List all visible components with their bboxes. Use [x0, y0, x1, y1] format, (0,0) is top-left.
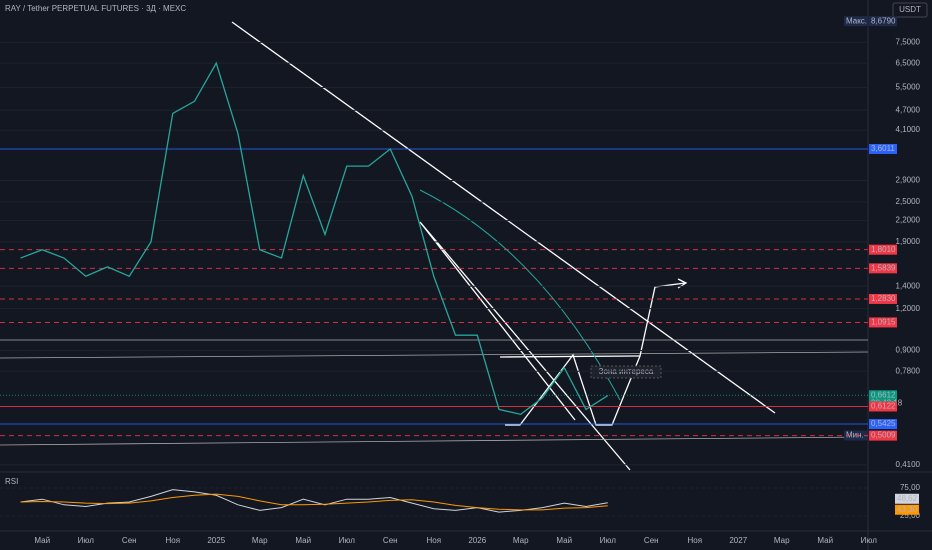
price-badge-label: 0,6612 — [871, 390, 896, 399]
price-badge — [869, 293, 897, 304]
y-tick-label: 25,00 — [900, 511, 921, 520]
x-tick-label: Мар — [513, 536, 529, 545]
y-tick-label: 4,7000 — [896, 105, 921, 114]
x-tick-label: Сен — [383, 536, 398, 545]
price-badge — [869, 16, 897, 27]
indicator-title: RSI — [5, 477, 18, 486]
x-tick-label: Мар — [774, 536, 790, 545]
price-badge-label: 1,2830 — [871, 294, 896, 303]
price-badge — [869, 317, 897, 328]
arc — [419, 189, 621, 401]
x-tick-label: Май — [295, 536, 311, 545]
price-badge — [869, 143, 897, 154]
y-tick-label: 0,4100 — [896, 460, 921, 469]
currency-label[interactable]: USDT — [899, 5, 921, 14]
value-badge-label: 48,62 — [897, 494, 918, 503]
x-tick-label: Май — [34, 536, 50, 545]
y-tick-label: 2,5000 — [896, 197, 921, 206]
y-tick-label: 7,5000 — [896, 37, 921, 46]
x-tick-label: Июл — [600, 536, 617, 545]
price-badge-label: 1,0915 — [871, 318, 896, 327]
x-tick-label: Июл — [339, 536, 356, 545]
price-badge-label: 1,5839 — [871, 263, 896, 272]
y-tick-label: 75,00 — [900, 483, 921, 492]
annotation-box — [590, 365, 662, 379]
y-tick-label: 1,4000 — [896, 281, 921, 290]
y-tick-label: 0,7800 — [896, 366, 921, 375]
price-badge-label: 1,8010 — [871, 245, 896, 254]
x-tick-label: 2026 — [468, 536, 486, 545]
tag-badge — [844, 16, 868, 27]
value-badge — [895, 493, 919, 504]
price-badge-label: 0,5425 — [871, 419, 896, 428]
channel-line — [0, 436, 869, 446]
y-tick-label: 2,2000 — [896, 216, 921, 225]
price-badge-label: 3,6011 — [871, 144, 895, 153]
x-tick-label: Июл — [78, 536, 95, 545]
tag-label: Мин. — [846, 431, 864, 440]
price-line — [20, 493, 608, 511]
y-tick-label: 2,9000 — [896, 176, 921, 185]
trend-line — [419, 221, 631, 471]
x-tick-label: Сен — [122, 536, 137, 545]
x-tick-label: Июл — [861, 536, 878, 545]
price-line — [20, 489, 608, 513]
x-tick-label: Сен — [644, 536, 659, 545]
x-tick-label: Ноя — [687, 536, 702, 545]
value-badge — [895, 504, 919, 515]
price-badge — [869, 263, 897, 274]
currency-button[interactable] — [892, 2, 928, 18]
x-tick-label: Май — [556, 536, 572, 545]
y-tick-label: 0,9000 — [896, 346, 921, 355]
x-tick-label: Ноя — [165, 536, 180, 545]
price-badge-label: 8,6790 — [871, 16, 896, 25]
x-tick-label: 2027 — [729, 536, 747, 545]
y-tick-label: 1,2000 — [896, 304, 921, 313]
price-badge — [869, 419, 897, 430]
y-tick-label: 6,5000 — [896, 58, 921, 67]
zone-line — [499, 355, 641, 358]
tag-label: Макс. — [846, 16, 867, 25]
price-badge — [869, 430, 897, 441]
value-badge-label: 43,30 — [897, 505, 918, 514]
price-badge-label: 0,5009 — [871, 431, 896, 440]
y-tick-label: 1,9000 — [896, 237, 921, 246]
x-tick-label: Ноя — [426, 536, 441, 545]
y-tick-label: 4,1000 — [896, 125, 921, 134]
price-badge — [869, 401, 897, 412]
channel-line — [0, 351, 869, 359]
x-tick-label: Май — [817, 536, 833, 545]
x-tick-label: 2025 — [207, 536, 225, 545]
x-tick-label: Мар — [252, 536, 268, 545]
price-badge-label: 0,6122 — [871, 402, 896, 411]
y-tick-label: 5,5000 — [896, 83, 921, 92]
symbol-title: RAY / Tether PERPETUAL FUTURES · 3Д · ME… — [5, 4, 186, 13]
price-badge — [869, 244, 897, 255]
price-line — [20, 61, 609, 416]
